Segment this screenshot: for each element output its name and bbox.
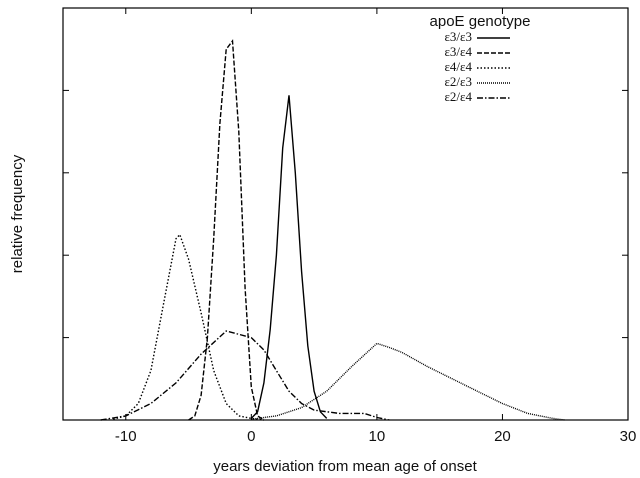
legend-title: apoE genotype: [430, 13, 531, 30]
series-line: [100, 330, 390, 421]
legend-label: ε2/ε3: [444, 74, 472, 89]
x-tick-label: 0: [247, 428, 255, 445]
y-axis-label: relative frequency: [9, 154, 26, 273]
x-tick-label: 10: [369, 428, 386, 445]
x-tick-label: -10: [115, 428, 137, 445]
legend-label: ε2/ε4: [444, 89, 472, 104]
plot-frame: [62, 7, 629, 421]
x-tick-label: 20: [494, 428, 511, 445]
series-line: [113, 233, 264, 421]
x-tick-label: 30: [620, 428, 637, 445]
legend-label: ε3/ε3: [444, 29, 472, 44]
legend-label: ε4/ε4: [444, 59, 472, 74]
x-axis-label: years deviation from mean age of onset: [213, 458, 477, 475]
legend-label: ε3/ε4: [444, 44, 472, 59]
series-line: [250, 95, 328, 419]
series-line: [188, 39, 265, 421]
series-line: [251, 342, 566, 421]
